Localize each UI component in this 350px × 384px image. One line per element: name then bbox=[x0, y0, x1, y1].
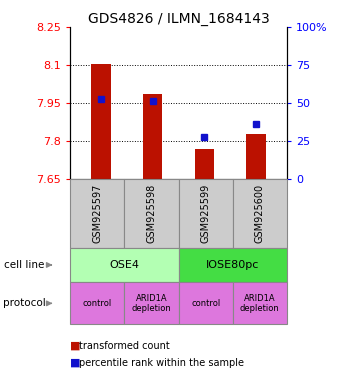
Text: protocol: protocol bbox=[4, 298, 46, 308]
Text: GSM925599: GSM925599 bbox=[201, 184, 211, 243]
Text: ■: ■ bbox=[70, 341, 80, 351]
Text: cell line: cell line bbox=[4, 260, 44, 270]
Text: OSE4: OSE4 bbox=[109, 260, 139, 270]
Text: ARID1A
depletion: ARID1A depletion bbox=[240, 294, 280, 313]
Bar bbox=[195, 149, 214, 179]
Bar bbox=[91, 63, 111, 179]
Text: GSM925597: GSM925597 bbox=[92, 184, 102, 243]
Text: control: control bbox=[83, 299, 112, 308]
Text: GSM925600: GSM925600 bbox=[255, 184, 265, 243]
Text: percentile rank within the sample: percentile rank within the sample bbox=[79, 358, 244, 368]
Text: ARID1A
depletion: ARID1A depletion bbox=[132, 294, 171, 313]
Text: ■: ■ bbox=[70, 358, 80, 368]
Title: GDS4826 / ILMN_1684143: GDS4826 / ILMN_1684143 bbox=[88, 12, 270, 26]
Bar bbox=[143, 94, 162, 179]
Text: transformed count: transformed count bbox=[79, 341, 169, 351]
Text: control: control bbox=[191, 299, 220, 308]
Text: GSM925598: GSM925598 bbox=[146, 184, 156, 243]
Text: IOSE80pc: IOSE80pc bbox=[206, 260, 259, 270]
Bar bbox=[246, 134, 266, 179]
